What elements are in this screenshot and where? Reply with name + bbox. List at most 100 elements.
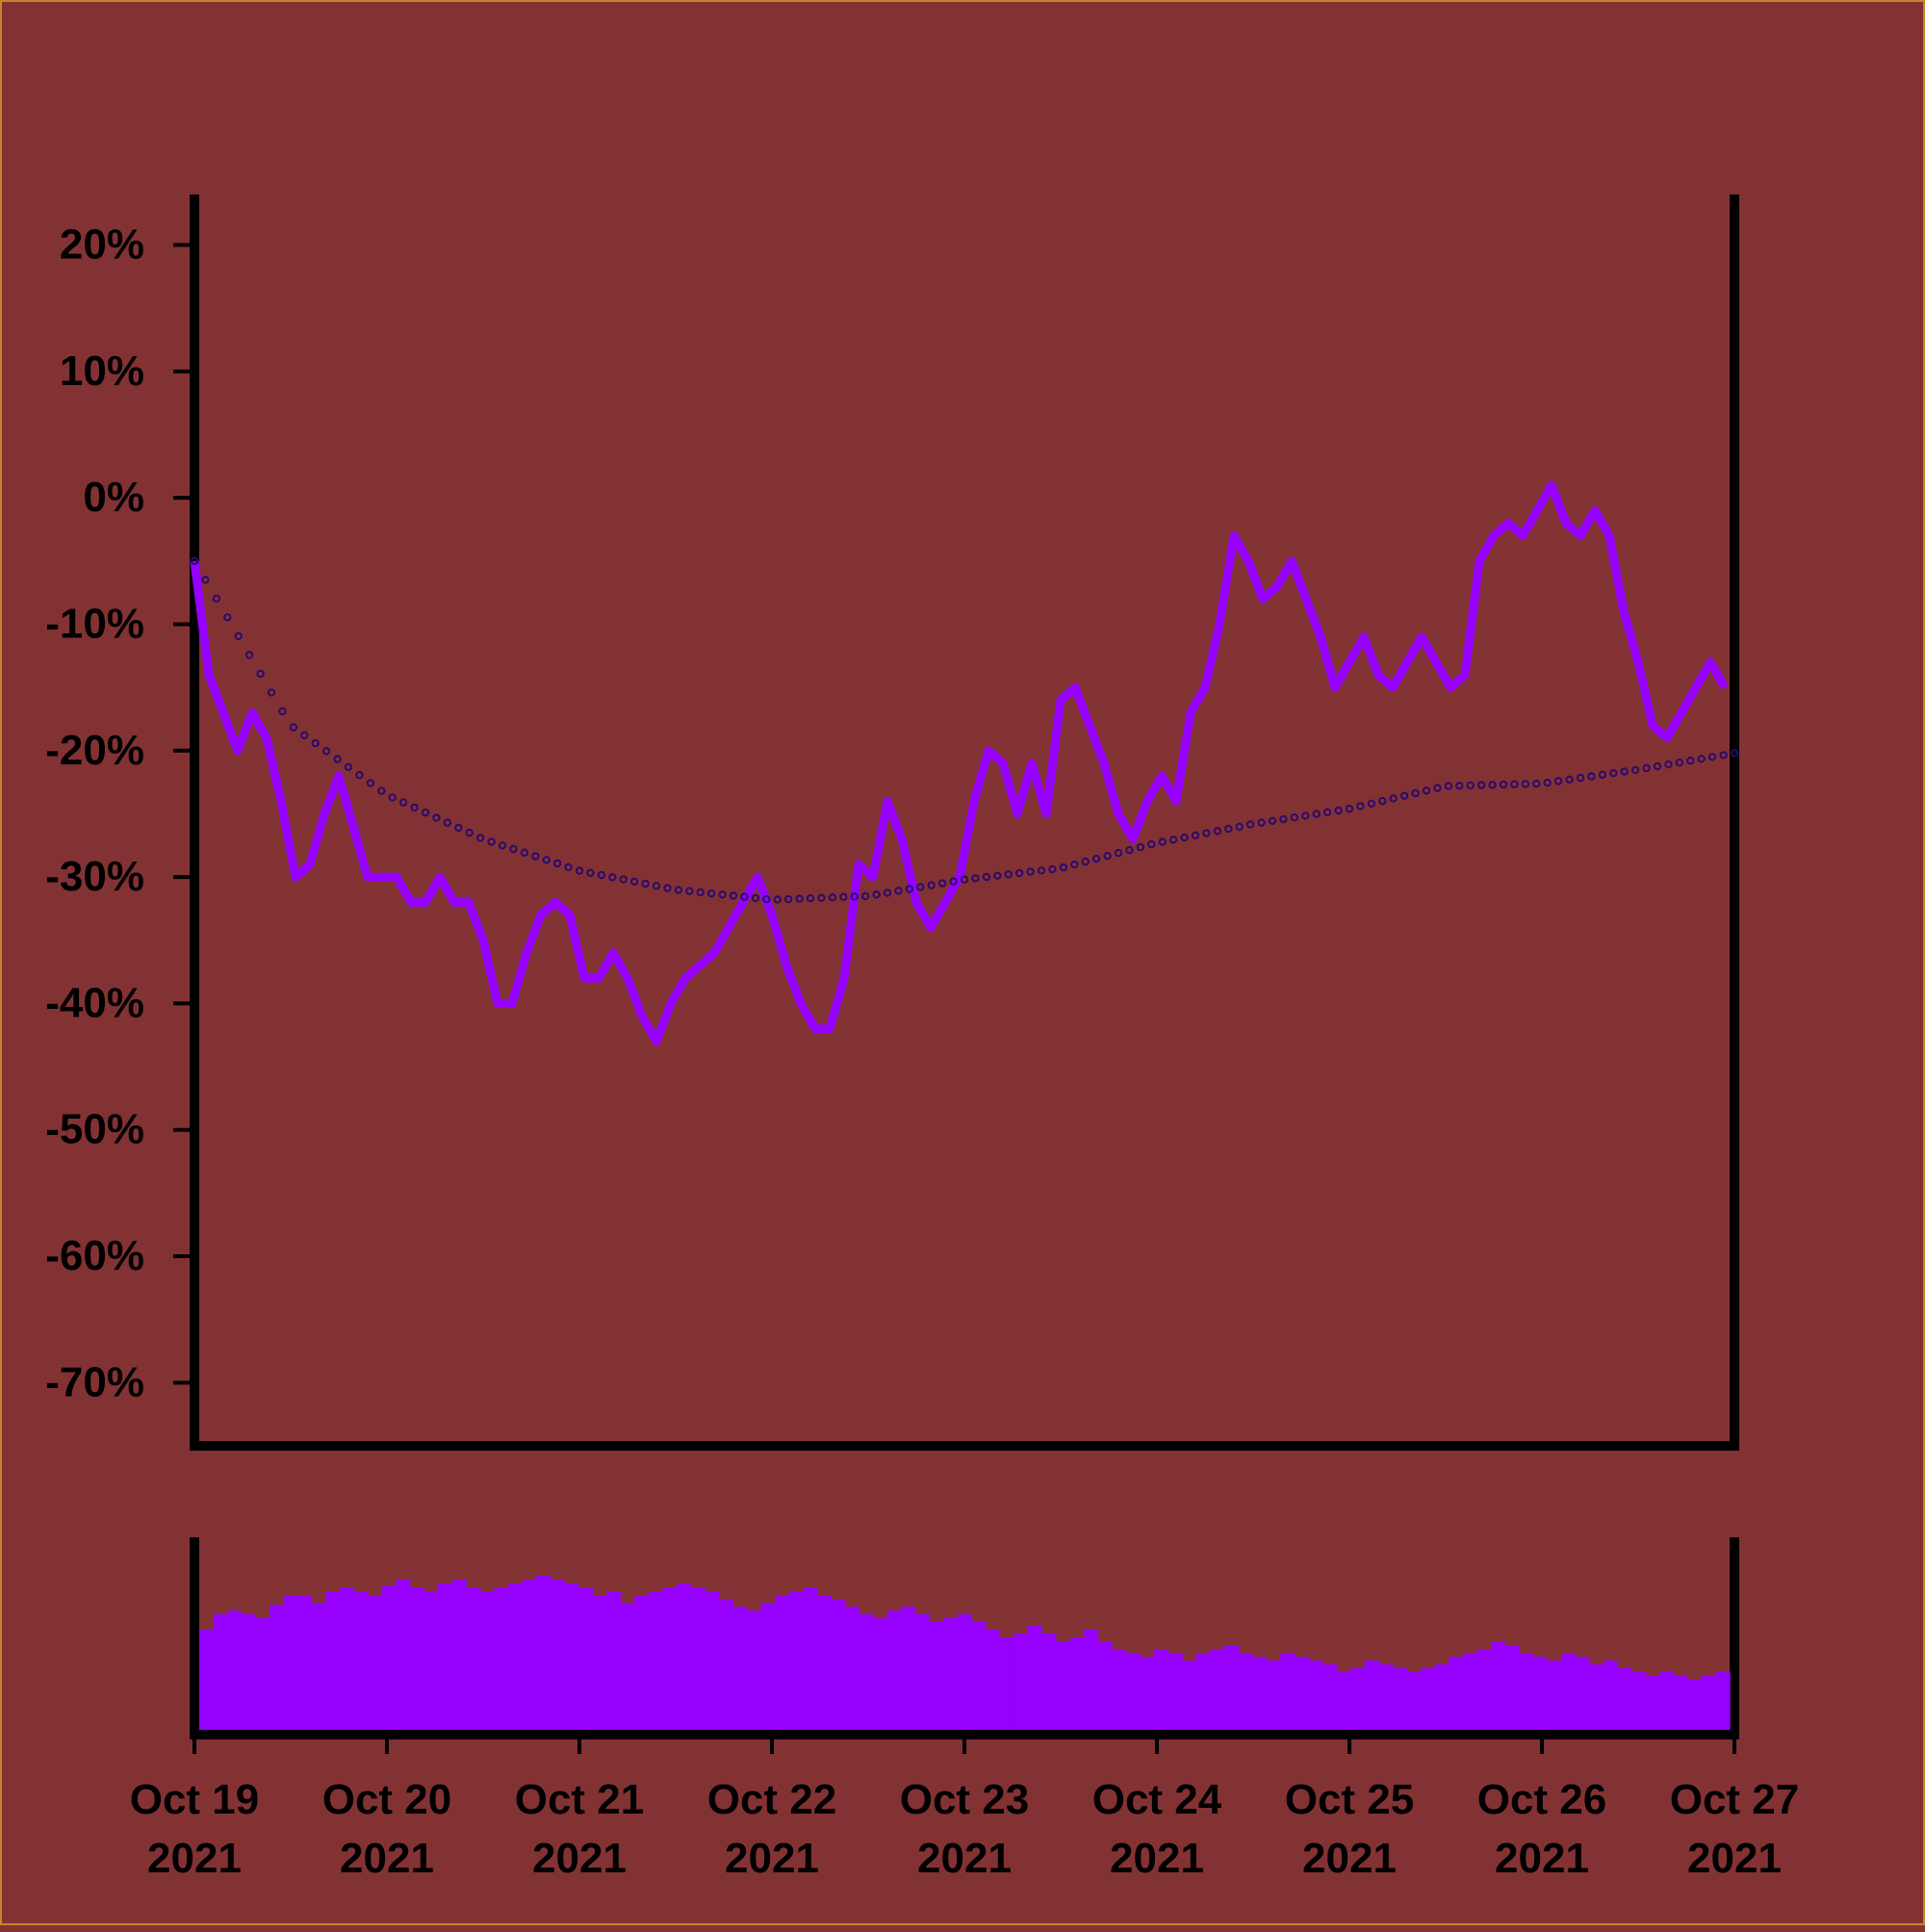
x-tick-label-date: Oct 19	[130, 1776, 260, 1823]
volume-bar	[886, 1610, 902, 1730]
volume-bar	[1014, 1634, 1029, 1730]
volume-bar	[199, 1630, 215, 1730]
trend-point	[817, 893, 826, 902]
volume-bar	[241, 1614, 256, 1730]
volume-bar	[409, 1587, 424, 1730]
volume-bar	[943, 1618, 959, 1730]
y-tick-label: -70%	[45, 1358, 144, 1405]
trend-point	[706, 889, 716, 898]
trend-point	[937, 879, 947, 888]
trend-point	[1334, 806, 1343, 815]
volume-bar	[1336, 1672, 1351, 1730]
volume-bar	[1392, 1668, 1408, 1730]
trend-point	[1686, 757, 1695, 765]
trend-point	[432, 813, 441, 822]
trend-point	[1664, 760, 1673, 769]
volume-bar	[1561, 1653, 1577, 1730]
volume-bar	[1027, 1626, 1042, 1730]
trend-point	[1356, 802, 1365, 811]
volume-bar	[1252, 1657, 1268, 1730]
x-tick-label-year: 2021	[1687, 1835, 1782, 1882]
trend-point	[1048, 864, 1057, 874]
volume-bar	[816, 1595, 832, 1730]
volume-bar	[1603, 1661, 1618, 1730]
y-tick-label: -50%	[45, 1106, 144, 1153]
trend-point	[190, 556, 199, 565]
volume-bar	[1153, 1649, 1169, 1730]
trend-point	[1422, 786, 1431, 795]
volume-bar	[424, 1591, 439, 1730]
trend-point	[762, 894, 771, 904]
trend-point	[1014, 868, 1024, 878]
trend-point	[1202, 829, 1211, 837]
volume-bar	[1701, 1676, 1716, 1730]
trend-point	[300, 731, 309, 739]
trend-point	[1136, 842, 1145, 852]
trend-point	[289, 723, 298, 732]
trend-point	[608, 873, 617, 882]
volume-bar	[1589, 1664, 1604, 1730]
trend-point	[872, 890, 881, 899]
volume-bar	[929, 1622, 944, 1730]
trend-point	[1367, 799, 1376, 808]
trend-point	[1389, 794, 1398, 803]
trend-point	[1125, 845, 1134, 855]
x-tick-label-year: 2021	[532, 1835, 627, 1882]
trend-point	[1576, 773, 1585, 783]
trend-point	[860, 891, 870, 901]
volume-bar	[1659, 1672, 1675, 1730]
trend-point	[641, 879, 650, 889]
volume-bar	[536, 1576, 552, 1730]
volume-bar	[522, 1580, 537, 1730]
trend-point	[487, 837, 496, 846]
volume-bar	[1308, 1661, 1323, 1730]
trend-point	[696, 888, 705, 897]
volume-bar	[1364, 1661, 1379, 1730]
trend-point	[729, 891, 738, 900]
volume-bar	[1547, 1661, 1562, 1730]
volume-bar	[227, 1610, 243, 1730]
trend-point	[1070, 860, 1079, 869]
x-tick-label-date: Oct 22	[707, 1776, 837, 1823]
volume-bar	[1223, 1645, 1240, 1730]
volume-bar	[1055, 1641, 1070, 1730]
volume-bar	[1378, 1664, 1394, 1730]
volume-bar	[1421, 1668, 1436, 1730]
volume-bar	[999, 1637, 1014, 1730]
trend-point	[1345, 805, 1354, 813]
trend-point	[1257, 818, 1266, 827]
volume-bar	[1575, 1657, 1590, 1730]
trend-point	[1322, 808, 1332, 816]
volume-bar	[1462, 1653, 1477, 1730]
volume-bar	[466, 1587, 481, 1730]
trend-point	[1532, 779, 1541, 788]
y-tick-label: -30%	[45, 853, 144, 900]
trend-point	[1235, 822, 1244, 831]
trend-point	[1091, 854, 1101, 863]
volume-bar	[1504, 1645, 1520, 1730]
trend-point	[377, 786, 386, 795]
trend-point	[1378, 796, 1387, 806]
trend-point	[498, 841, 507, 850]
trend-point	[1707, 753, 1717, 761]
trend-point	[795, 894, 804, 903]
volume-bar	[1069, 1637, 1085, 1730]
x-tick-label-date: Oct 24	[1092, 1776, 1222, 1823]
trend-point	[1719, 751, 1728, 760]
trend-point	[619, 875, 628, 884]
trend-point	[773, 895, 782, 904]
volume-bar	[1041, 1634, 1057, 1730]
trend-point	[1081, 857, 1090, 866]
volume-bar	[451, 1580, 467, 1730]
volume-bar	[311, 1603, 326, 1730]
trend-point	[1609, 769, 1618, 778]
trend-point	[740, 892, 749, 901]
volume-bar	[1715, 1672, 1731, 1730]
trend-point	[586, 868, 595, 877]
trend-point	[850, 892, 859, 901]
x-tick-label-year: 2021	[340, 1835, 434, 1882]
volume-bar	[775, 1595, 790, 1730]
volume-bar	[1687, 1680, 1703, 1730]
y-tick-label: -60%	[45, 1232, 144, 1279]
trend-point	[388, 793, 397, 802]
